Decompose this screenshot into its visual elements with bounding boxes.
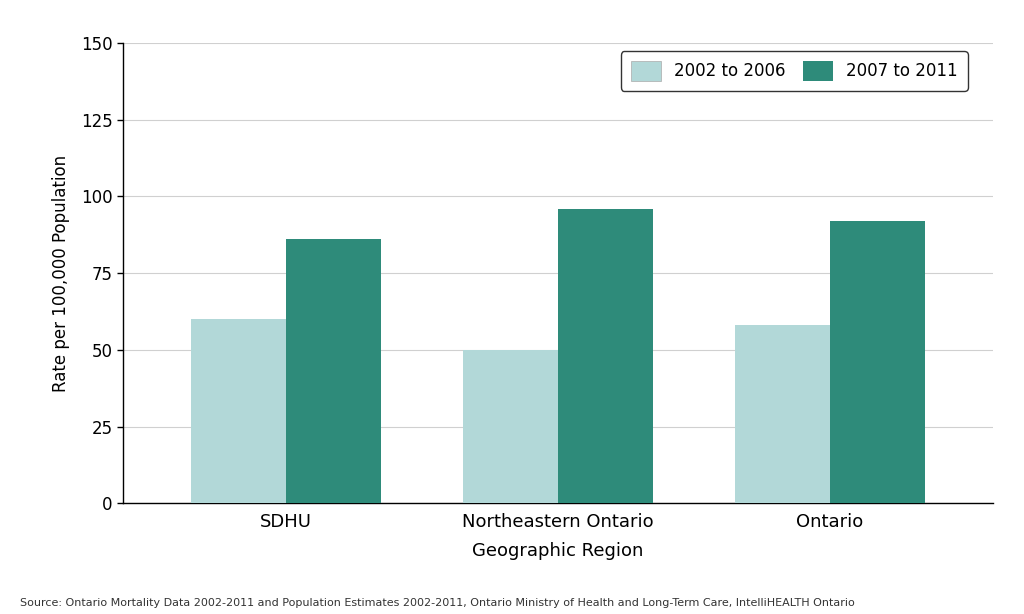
Bar [830, 221, 926, 503]
X-axis label: Geographic Region: Geographic Region [472, 542, 644, 561]
Bar [286, 239, 381, 503]
Bar [735, 325, 830, 503]
Legend: 2002 to 2006, 2007 to 2011: 2002 to 2006, 2007 to 2011 [622, 52, 968, 90]
Bar [463, 350, 558, 503]
Bar [190, 319, 286, 503]
Y-axis label: Rate per 100,000 Population: Rate per 100,000 Population [51, 155, 70, 392]
Bar [558, 209, 653, 503]
Text: Source: Ontario Mortality Data 2002-2011 and Population Estimates 2002-2011, Ont: Source: Ontario Mortality Data 2002-2011… [20, 598, 855, 608]
